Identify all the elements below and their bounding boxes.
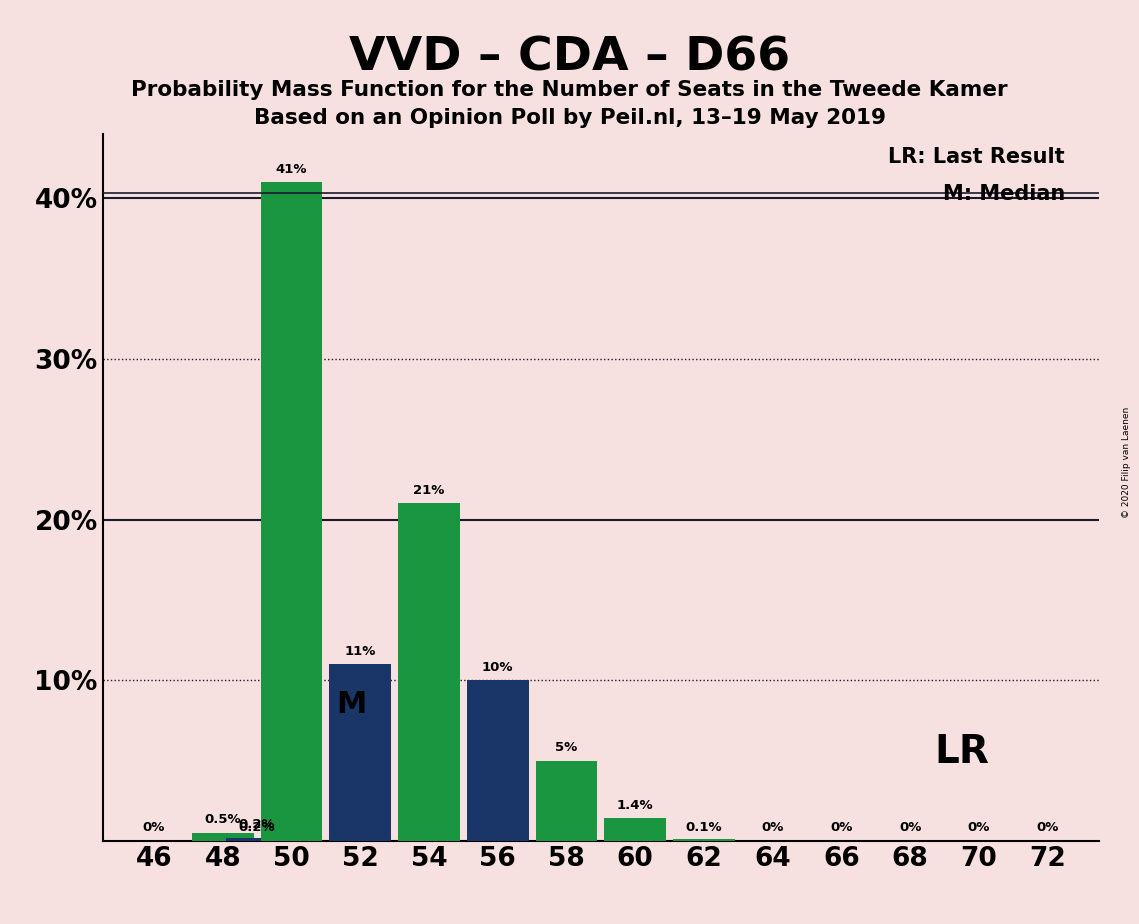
Text: 11%: 11% [345, 645, 376, 658]
Text: 21%: 21% [413, 484, 444, 497]
Text: Based on an Opinion Poll by Peil.nl, 13–19 May 2019: Based on an Opinion Poll by Peil.nl, 13–… [254, 108, 885, 128]
Text: 0%: 0% [1036, 821, 1059, 834]
Bar [261, 182, 322, 841]
Bar [227, 838, 288, 841]
Text: 0%: 0% [899, 821, 921, 834]
Text: 0%: 0% [762, 821, 784, 834]
Text: LR: Last Result: LR: Last Result [888, 147, 1065, 167]
Text: 0%: 0% [142, 821, 165, 834]
Text: © 2020 Filip van Laenen: © 2020 Filip van Laenen [1122, 407, 1131, 517]
Bar [398, 504, 460, 841]
Text: 1.4%: 1.4% [617, 799, 654, 812]
Text: VVD – CDA – D66: VVD – CDA – D66 [349, 35, 790, 80]
Text: 0%: 0% [830, 821, 853, 834]
Text: M: M [336, 690, 367, 719]
Text: 0%: 0% [968, 821, 990, 834]
Bar [673, 839, 735, 841]
Text: 41%: 41% [276, 163, 308, 176]
Text: M: Median: M: Median [942, 184, 1065, 204]
Bar [329, 664, 391, 841]
Text: 5%: 5% [556, 741, 577, 754]
Text: 0.2%: 0.2% [239, 818, 276, 832]
Text: 0.1%: 0.1% [686, 821, 722, 834]
Bar [467, 680, 528, 841]
Text: 0.2%: 0.2% [239, 821, 276, 834]
Text: 0.5%: 0.5% [205, 813, 241, 826]
Text: 10%: 10% [482, 661, 514, 674]
Bar [535, 760, 597, 841]
Bar [191, 833, 254, 841]
Bar [605, 819, 666, 841]
Text: Probability Mass Function for the Number of Seats in the Tweede Kamer: Probability Mass Function for the Number… [131, 80, 1008, 101]
Text: LR: LR [934, 734, 989, 772]
